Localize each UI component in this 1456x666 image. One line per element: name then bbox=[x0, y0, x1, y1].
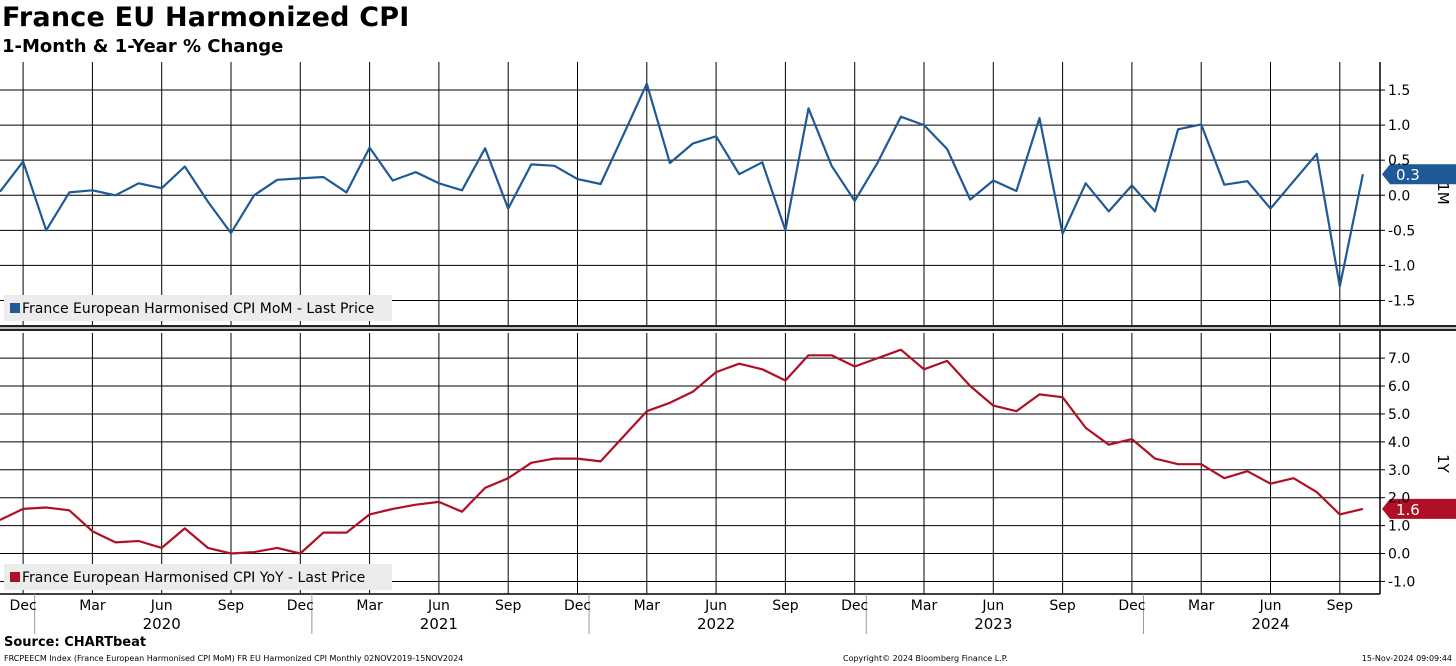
x-tick-label: Mar bbox=[911, 598, 938, 614]
x-tick-label: Mar bbox=[634, 598, 661, 614]
x-tick-label: Sep bbox=[1327, 598, 1354, 614]
x-tick-label: Sep bbox=[495, 598, 522, 614]
x-tick-label: Mar bbox=[1188, 598, 1215, 614]
y-tick-label: -1.5 bbox=[1388, 293, 1415, 309]
chart-title: France EU Harmonized CPI bbox=[2, 2, 410, 33]
last-value-tag bbox=[1382, 164, 1456, 185]
x-tick-label: Dec bbox=[1118, 598, 1145, 614]
x-year-label: 2022 bbox=[697, 615, 735, 633]
x-tick-label: Jun bbox=[981, 598, 1004, 614]
x-tick-label: Mar bbox=[356, 598, 383, 614]
y-tick-label: 1.5 bbox=[1388, 83, 1410, 99]
x-tick-label: Sep bbox=[1049, 598, 1076, 614]
x-year-label: 2024 bbox=[1251, 615, 1289, 633]
last-value-label: 0.3 bbox=[1396, 166, 1420, 184]
y-tick-label: 1.0 bbox=[1388, 519, 1410, 535]
source-note: Source: CHARTbeat bbox=[4, 635, 147, 650]
panel-separator-highlight bbox=[0, 327, 1456, 329]
x-tick-label: Mar bbox=[79, 598, 106, 614]
x-year-label: 2020 bbox=[143, 615, 181, 633]
panel-label: 1M bbox=[1434, 182, 1452, 205]
y-tick-label: 4.0 bbox=[1388, 435, 1410, 451]
legend-box bbox=[4, 564, 392, 590]
mom-series-line bbox=[0, 82, 1364, 288]
x-tick-label: Sep bbox=[772, 598, 799, 614]
panel-label: 1Y bbox=[1434, 454, 1452, 474]
timestamp: 15-Nov-2024 09:09:44 bbox=[1361, 654, 1452, 663]
x-tick-label: Jun bbox=[150, 598, 173, 614]
x-tick-label: Sep bbox=[218, 598, 245, 614]
legend-swatch bbox=[10, 572, 20, 582]
x-tick-label: Jun bbox=[427, 598, 450, 614]
x-year-label: 2021 bbox=[420, 615, 458, 633]
y-tick-label: 5.0 bbox=[1388, 407, 1410, 423]
y-tick-label: -1.0 bbox=[1388, 258, 1415, 274]
y-tick-label: 1.0 bbox=[1388, 118, 1410, 134]
x-year-label: 2023 bbox=[974, 615, 1012, 633]
y-tick-label: 0.5 bbox=[1388, 153, 1410, 169]
x-tick-label: Dec bbox=[564, 598, 591, 614]
legend-box bbox=[4, 295, 392, 321]
y-tick-label: 0.0 bbox=[1388, 188, 1410, 204]
x-tick-label: Dec bbox=[841, 598, 868, 614]
label-layer: 1.5 1.0 0.5 0.0 -0.5 -1.0 -1.5 0.3 1M France Euro… bbox=[10, 83, 1452, 633]
y-tick-label: 7.0 bbox=[1388, 351, 1410, 367]
x-tick-label: Dec bbox=[287, 598, 314, 614]
x-tick-label: Jun bbox=[1259, 598, 1282, 614]
grid-layer bbox=[0, 62, 1380, 594]
last-value-label: 1.6 bbox=[1396, 501, 1420, 519]
y-tick-label: 3.0 bbox=[1388, 463, 1410, 479]
ticker-info: FRCPEECM Index (France European Harmonis… bbox=[4, 654, 464, 663]
frame-layer bbox=[0, 62, 1456, 634]
x-tick-label: Jun bbox=[704, 598, 727, 614]
y-tick-label: 2.0 bbox=[1388, 491, 1410, 507]
copyright: Copyright© 2024 Bloomberg Finance L.P. bbox=[843, 654, 1008, 663]
chart-subtitle: 1-Month & 1-Year % Change bbox=[2, 36, 284, 57]
y-tick-label: 6.0 bbox=[1388, 379, 1410, 395]
yoy-series-line bbox=[0, 348, 1364, 555]
series-layer bbox=[0, 82, 1364, 555]
y-tick-label: -0.5 bbox=[1388, 223, 1415, 239]
y-tick-label: -1.0 bbox=[1388, 574, 1415, 590]
legend-swatch bbox=[10, 303, 20, 313]
last-value-tag bbox=[1382, 498, 1456, 519]
y-tick-label: 0.0 bbox=[1388, 547, 1410, 563]
legend-label: France European Harmonised CPI MoM - Las… bbox=[22, 301, 374, 317]
legend-label: France European Harmonised CPI YoY - Las… bbox=[22, 570, 365, 586]
x-tick-label: Dec bbox=[10, 598, 37, 614]
